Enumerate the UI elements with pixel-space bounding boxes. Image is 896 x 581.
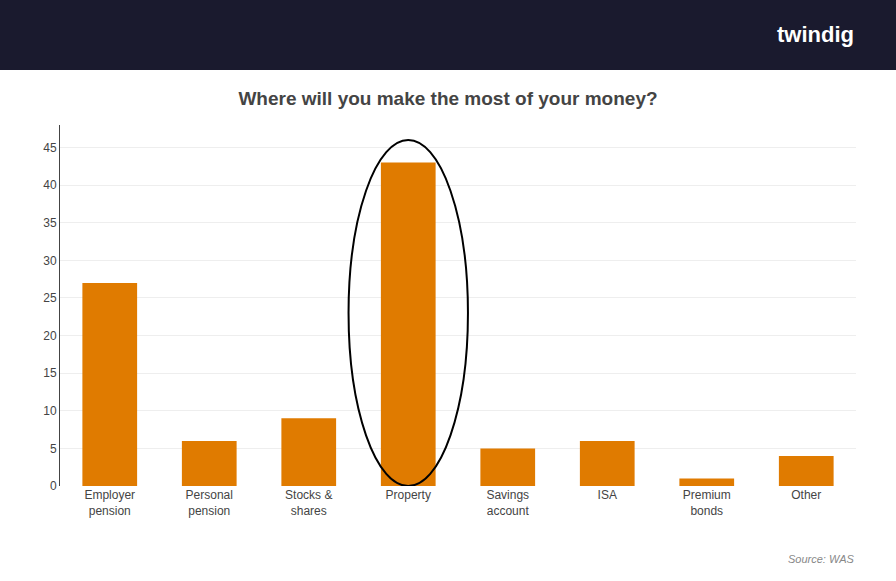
svg-text:25: 25 [43,291,57,305]
svg-text:ISA: ISA [598,488,617,502]
svg-text:35: 35 [43,216,57,230]
svg-text:Source: WAS: Source: WAS [788,553,854,565]
svg-text:Personalpension: Personalpension [186,488,233,518]
svg-text:Employerpension: Employerpension [84,488,135,518]
svg-text:Where will you make the most o: Where will you make the most of your mon… [238,88,657,109]
svg-text:20: 20 [43,329,57,343]
svg-text:Property: Property [386,488,431,502]
svg-text:twindig: twindig [777,22,854,47]
svg-text:0: 0 [50,479,57,493]
svg-text:Other: Other [791,488,821,502]
svg-text:40: 40 [43,178,57,192]
svg-text:10: 10 [43,404,57,418]
svg-text:5: 5 [50,442,57,456]
svg-text:15: 15 [43,366,57,380]
svg-text:Premiumbonds: Premiumbonds [683,488,731,518]
svg-text:45: 45 [43,141,57,155]
svg-text:Stocks &shares: Stocks &shares [285,488,332,518]
svg-text:Savingsaccount: Savingsaccount [486,488,529,518]
svg-text:30: 30 [43,254,57,268]
